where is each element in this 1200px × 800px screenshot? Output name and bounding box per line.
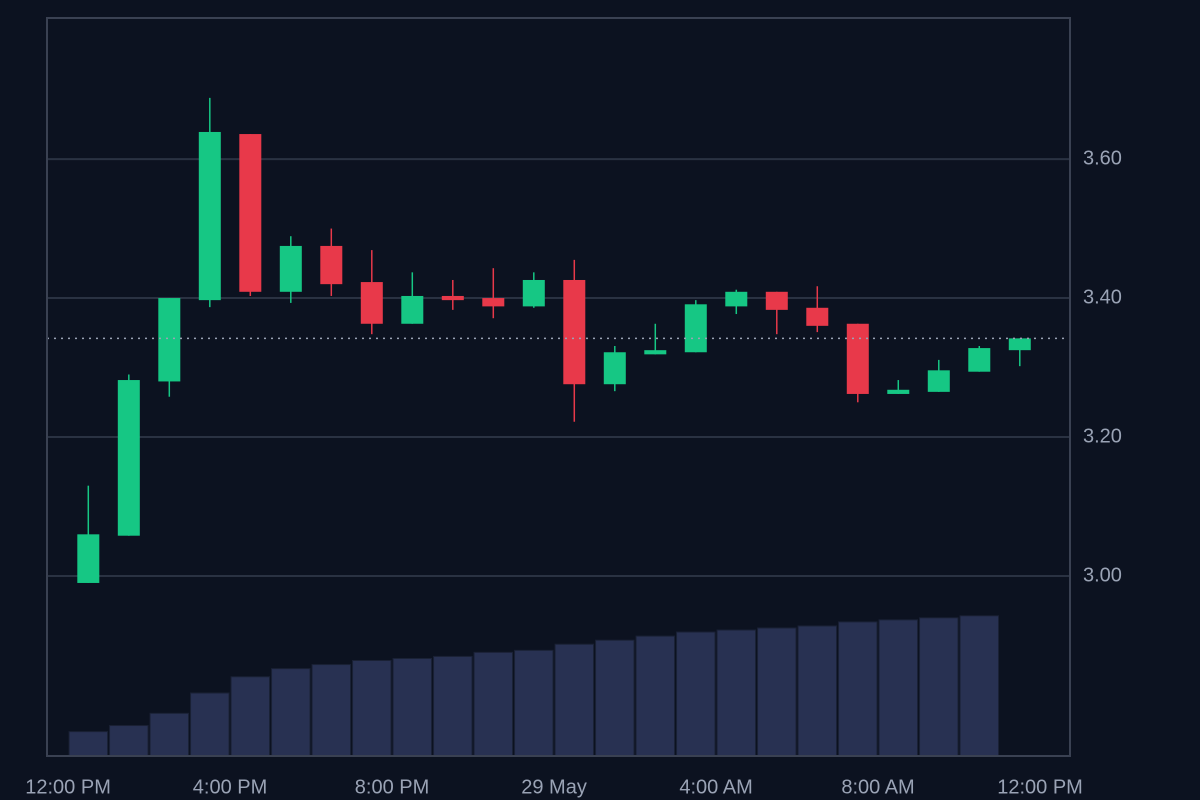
candle-body	[1008, 338, 1031, 351]
volume-bar	[433, 655, 473, 757]
volume-bar	[838, 621, 878, 757]
candle-body	[158, 298, 181, 382]
candle-body	[320, 245, 343, 285]
volume-bar	[878, 619, 919, 757]
candle-body	[563, 279, 586, 385]
volume-bar	[919, 617, 959, 757]
candle-body	[684, 304, 707, 353]
candle-body	[117, 380, 140, 536]
candle-body	[401, 295, 424, 324]
y-tick-label: 3.60	[1083, 147, 1122, 169]
candle-body	[765, 291, 788, 310]
candle-body	[239, 134, 262, 292]
volume-bar	[230, 676, 271, 757]
x-tick-label: 29 May	[521, 776, 587, 798]
candle-body	[522, 279, 545, 307]
candle-body	[482, 298, 505, 307]
volume-bar	[473, 651, 514, 757]
candle-body	[806, 307, 829, 326]
volume-bar	[554, 643, 595, 757]
volume-bar	[797, 625, 838, 757]
y-tick-label: 3.00	[1083, 564, 1122, 586]
candle-body	[644, 350, 667, 355]
volume-bar	[595, 639, 635, 757]
candle-body	[968, 348, 991, 372]
volume-bar	[109, 725, 149, 757]
candle-body	[360, 282, 383, 324]
candle-body	[887, 389, 910, 394]
y-tick-label: 3.20	[1083, 425, 1122, 447]
candle-body	[846, 323, 869, 394]
volume-bar	[190, 692, 230, 757]
volume-bar	[392, 657, 433, 757]
volume-bar	[271, 668, 311, 757]
candle-body	[77, 534, 100, 583]
volume-bar	[676, 631, 716, 757]
volume-bar	[635, 635, 676, 757]
x-tick-label: 4:00 AM	[679, 776, 752, 798]
candle-body	[603, 352, 626, 385]
volume-bar	[68, 731, 109, 757]
candle-body	[725, 291, 748, 307]
candle-body	[927, 370, 950, 392]
candle-body	[441, 295, 464, 301]
x-tick-label: 12:00 PM	[997, 776, 1083, 798]
volume-bar	[716, 629, 757, 757]
x-tick-label: 8:00 AM	[841, 776, 914, 798]
volume-bar	[757, 627, 797, 757]
candle-body	[198, 131, 221, 301]
x-tick-label: 12:00 PM	[25, 776, 111, 798]
volume-bar	[514, 649, 554, 757]
volume-bar	[149, 712, 190, 757]
volume-bar	[311, 664, 352, 757]
x-tick-label: 8:00 PM	[355, 776, 429, 798]
y-tick-label: 3.40	[1083, 286, 1122, 308]
plot-frame	[46, 17, 1071, 757]
volume-bar	[959, 615, 1000, 757]
volume-bar	[352, 659, 392, 757]
x-tick-label: 4:00 PM	[193, 776, 267, 798]
candle-body	[279, 245, 302, 292]
